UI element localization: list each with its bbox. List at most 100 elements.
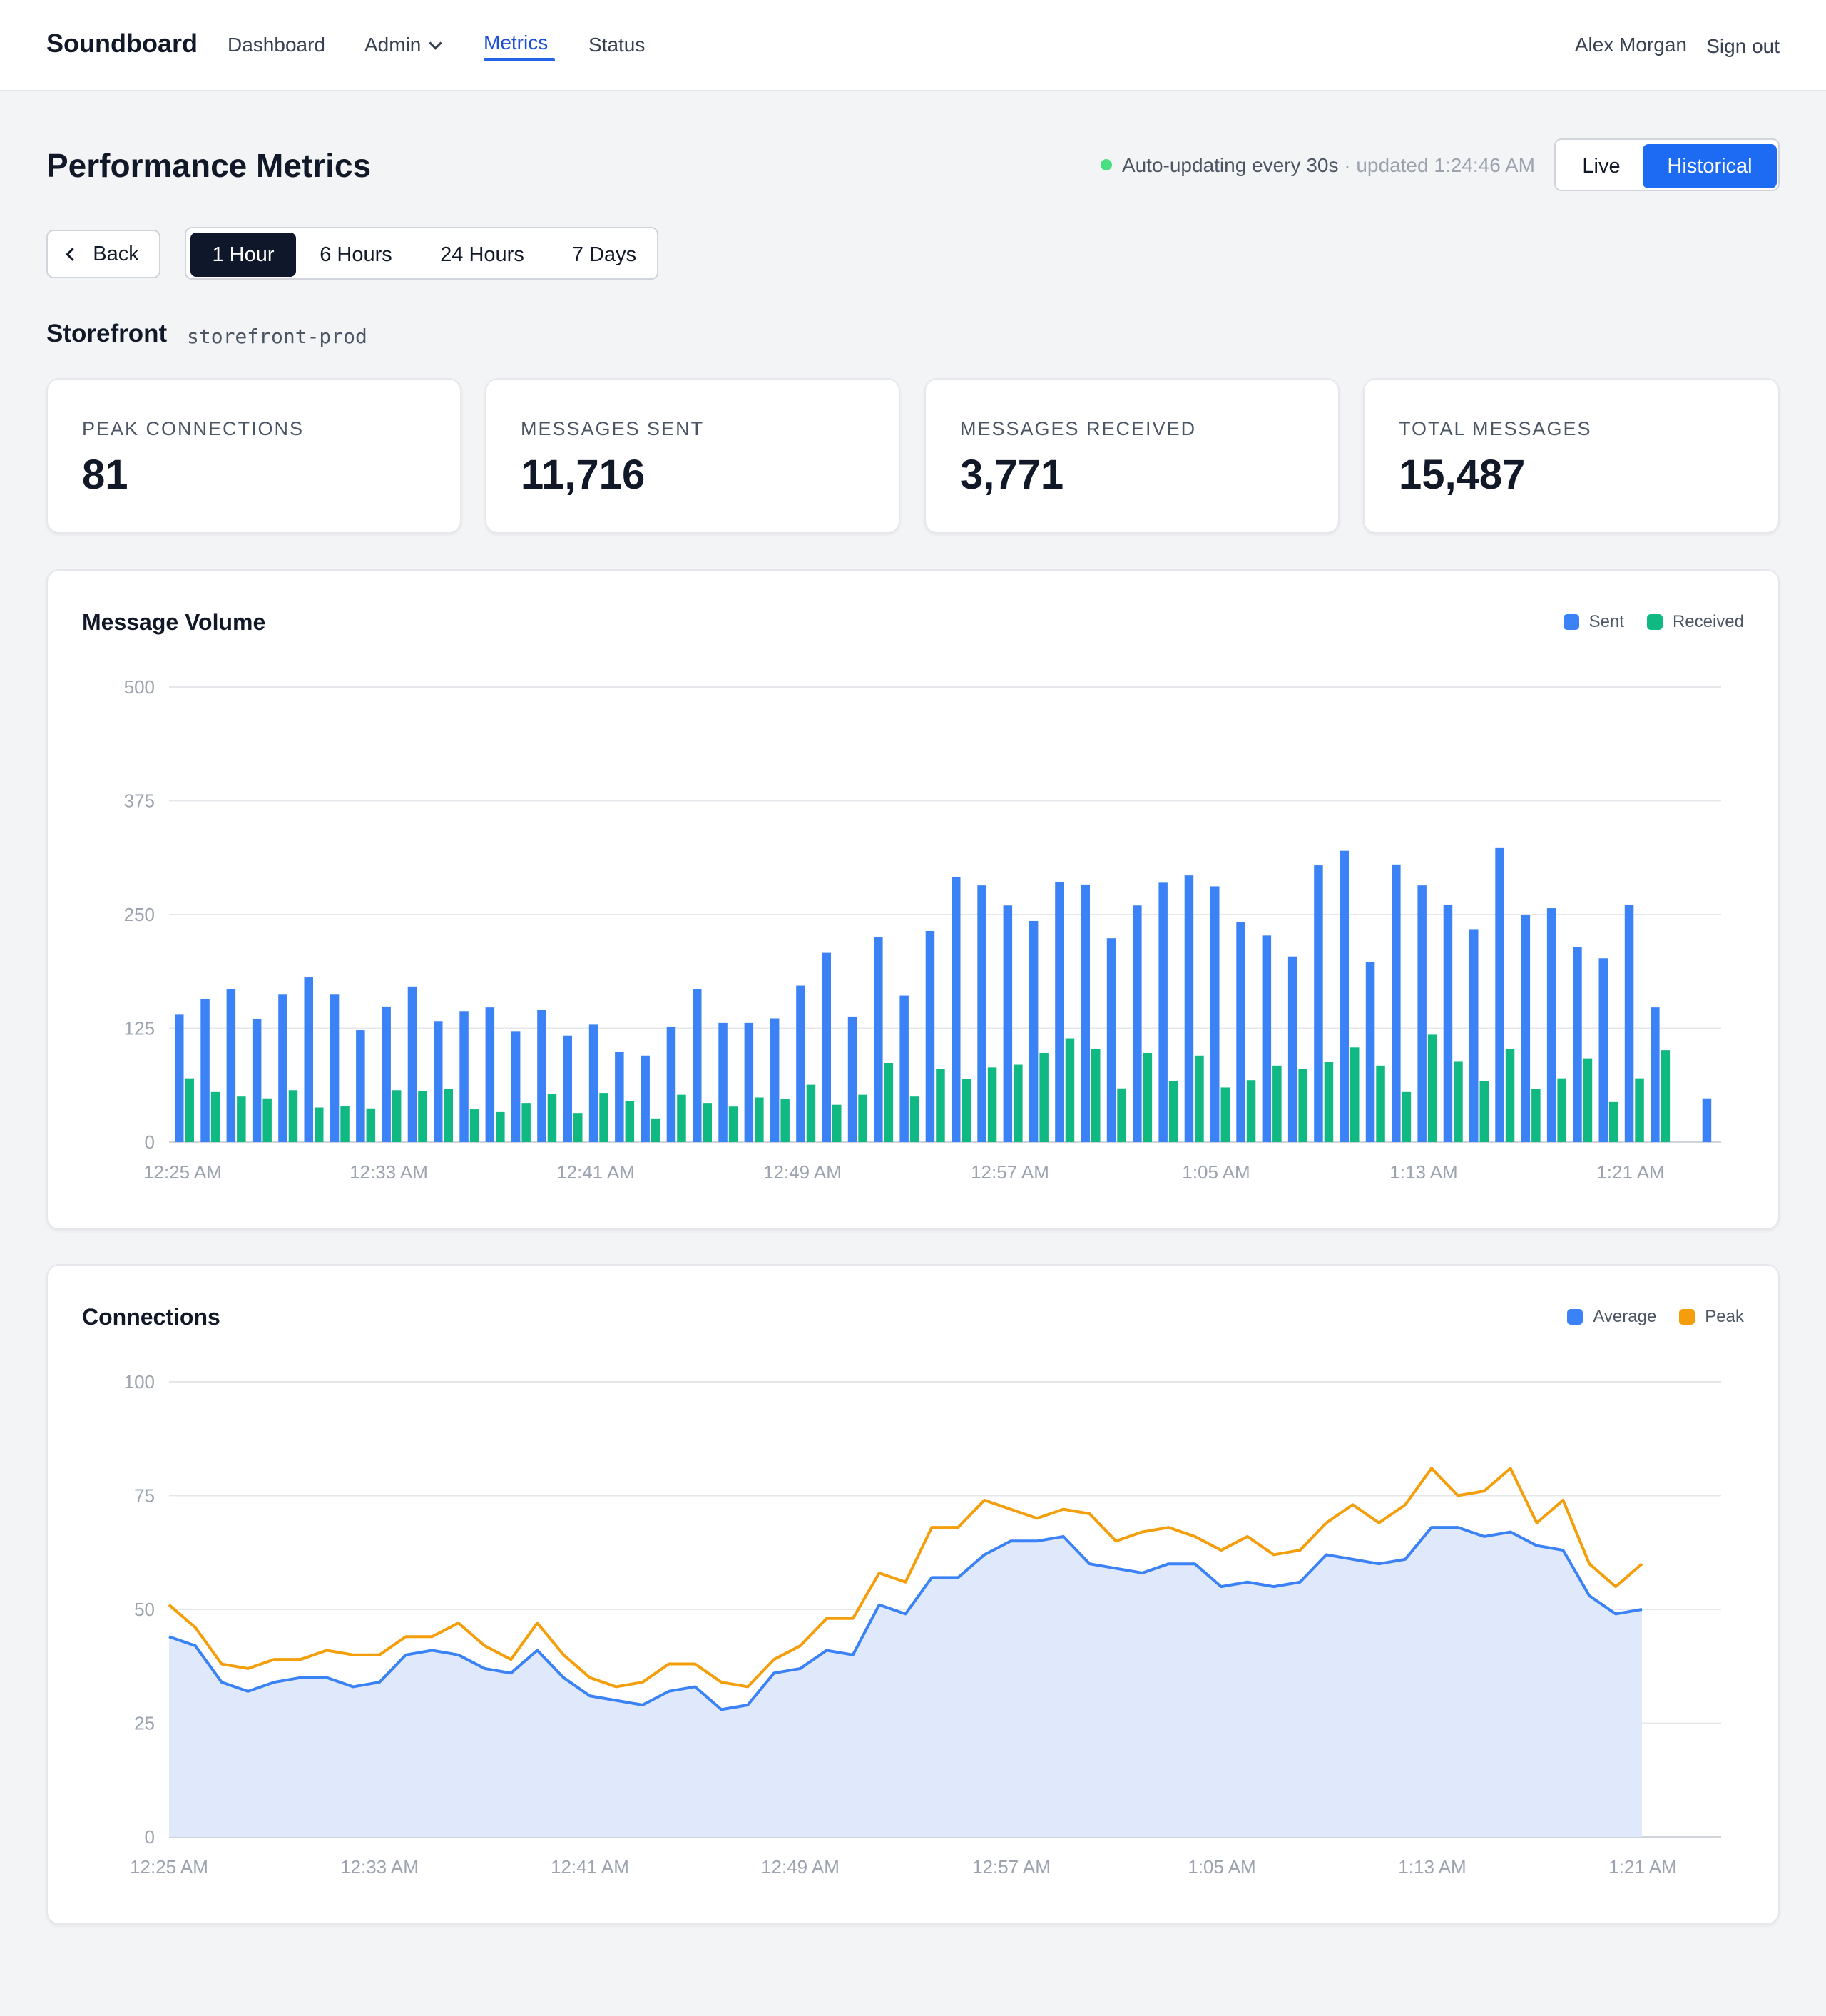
back-button[interactable]: Back <box>46 230 160 278</box>
bar-sent <box>1521 915 1531 1142</box>
bar-sent <box>952 877 961 1142</box>
brand-logo[interactable]: Soundboard <box>46 29 198 58</box>
bar-received <box>1039 1052 1049 1142</box>
bar-sent <box>563 1035 572 1142</box>
bar-sent <box>407 986 417 1142</box>
line-peak <box>168 1467 1643 1689</box>
bar-sent <box>1624 904 1634 1142</box>
bar-received <box>1661 1050 1671 1142</box>
y-tick-label: 125 <box>124 1018 155 1039</box>
average-area <box>169 1527 1642 1837</box>
x-tick-label: 12:25 AM <box>143 1161 222 1183</box>
nav-admin-label: Admin <box>364 34 422 56</box>
y-tick-label: 0 <box>145 1826 155 1848</box>
x-tick-label: 12:41 AM <box>551 1856 629 1878</box>
bar-sent <box>615 1052 624 1142</box>
y-tick-label: 500 <box>124 676 155 698</box>
bar-received <box>1427 1034 1437 1142</box>
bar-sent <box>1081 884 1090 1142</box>
bar-received <box>1531 1089 1541 1142</box>
legend-item-average[interactable]: Average <box>1567 1307 1656 1327</box>
bar-sent <box>1417 885 1427 1142</box>
x-tick-label: 1:13 AM <box>1398 1856 1466 1878</box>
bar-received <box>340 1105 350 1142</box>
bar-sent <box>1702 1098 1712 1142</box>
bar-received <box>987 1067 997 1142</box>
y-tick-label: 250 <box>124 904 155 925</box>
bar-received <box>1272 1065 1282 1142</box>
stat-value: 15,487 <box>1399 452 1526 498</box>
bar-sent <box>899 995 909 1142</box>
bar-sent <box>1106 938 1116 1142</box>
bar-sent <box>330 994 340 1142</box>
bar-sent <box>278 994 287 1142</box>
service-name: Storefront <box>46 320 168 347</box>
bar-received <box>1117 1088 1126 1142</box>
y-tick-label: 50 <box>134 1599 155 1620</box>
legend-label: Received <box>1672 612 1744 631</box>
bar-received <box>755 1097 764 1142</box>
auto-update-text: Auto-updating every 30s <box>1121 154 1339 176</box>
bar-received <box>1168 1081 1178 1142</box>
bar-sent <box>1495 847 1504 1142</box>
bar-sent <box>847 1016 857 1142</box>
chart-legend: Average Peak <box>1544 1307 1744 1327</box>
nav-admin[interactable]: Admin <box>364 34 443 56</box>
bar-received <box>599 1093 608 1142</box>
legend-item-peak[interactable]: Peak <box>1679 1307 1744 1327</box>
bar-sent <box>977 885 986 1142</box>
y-tick-label: 25 <box>134 1713 155 1734</box>
x-tick-label: 1:05 AM <box>1188 1856 1255 1878</box>
bar-received <box>210 1091 220 1142</box>
bar-sent <box>1443 904 1453 1142</box>
nav-metrics[interactable]: Metrics <box>484 31 549 54</box>
message-volume-chart: 0 125 250 375 500 12:25 AM 12:33 AM 12:41 AM 12:… <box>124 676 1721 1183</box>
bar-received <box>1635 1078 1644 1142</box>
live-mode-button[interactable]: Live <box>1582 154 1621 178</box>
stat-label: MESSAGES SENT <box>521 418 705 439</box>
bar-received <box>1246 1080 1256 1142</box>
legend-item-received[interactable]: Received <box>1646 612 1744 632</box>
chart-legend: Sent Received <box>1541 612 1744 632</box>
bar-sent <box>175 1014 184 1142</box>
bar-received <box>1220 1087 1230 1142</box>
stat-card-peak-connections: PEAK CONNECTIONS 81 <box>46 378 461 534</box>
bar-sent <box>1365 962 1375 1142</box>
bar-received <box>806 1084 816 1142</box>
historical-mode-button[interactable]: Historical <box>1643 144 1777 188</box>
range-24-hours[interactable]: 24 Hours <box>440 243 524 266</box>
bar-received <box>315 1107 324 1142</box>
legend-swatch <box>1567 1309 1583 1325</box>
bar-received <box>1479 1081 1489 1142</box>
bar-received <box>392 1090 402 1142</box>
bar-received <box>262 1098 272 1142</box>
bar-sent <box>1003 905 1013 1142</box>
sign-out-button[interactable]: Sign out <box>1706 35 1780 57</box>
bar-sent <box>511 1031 521 1142</box>
bar-received <box>1557 1078 1566 1142</box>
bar-sent <box>1210 886 1220 1142</box>
y-tick-label: 0 <box>145 1131 155 1153</box>
y-tick-label: 375 <box>124 790 155 812</box>
legend-swatch <box>1563 614 1579 630</box>
range-7-days[interactable]: 7 Days <box>571 243 637 266</box>
x-tick-label: 12:57 AM <box>971 1161 1049 1183</box>
range-1-hour[interactable]: 1 Hour <box>190 233 296 277</box>
bar-received <box>728 1106 738 1142</box>
legend-item-sent[interactable]: Sent <box>1563 612 1624 632</box>
bar-received <box>1014 1064 1023 1142</box>
bar-sent <box>744 1022 754 1142</box>
legend-label: Average <box>1593 1307 1657 1326</box>
range-6-hours[interactable]: 6 Hours <box>320 243 392 266</box>
nav-status[interactable]: Status <box>588 34 646 56</box>
bar-received <box>884 1062 894 1142</box>
bar-sent <box>382 1006 391 1142</box>
bar-received <box>1402 1091 1412 1142</box>
connections-chart: 0 25 50 75 100 12:25 AM 12:33 AM 12:41 AM 12:49 … <box>124 1371 1721 1878</box>
bar-received <box>909 1096 919 1142</box>
stat-value: 81 <box>82 452 128 498</box>
bar-sent <box>1573 947 1582 1142</box>
nav-dashboard[interactable]: Dashboard <box>228 34 325 56</box>
time-range-selector: 1 Hour 6 Hours 24 Hours 7 Days <box>185 227 658 280</box>
bar-received <box>547 1094 557 1142</box>
